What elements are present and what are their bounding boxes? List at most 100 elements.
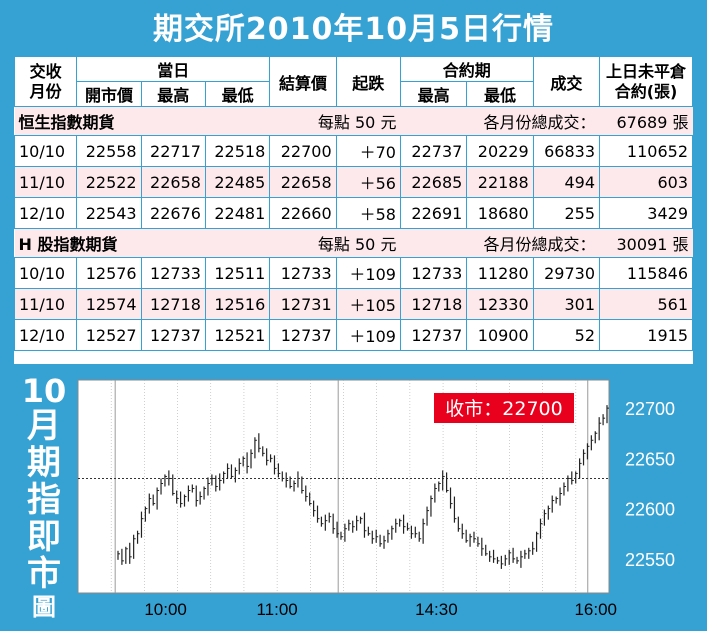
table-cell: 22485 xyxy=(204,166,271,198)
col-high-header: 最高 xyxy=(140,81,206,107)
intraday-chart-panel: 10 月 期 指 即 市 圖 22700 22650 22600 22550 10:00… xyxy=(14,372,693,621)
table-cell: 301 xyxy=(532,288,601,320)
table-cell: 12574 xyxy=(76,288,142,320)
table-cell: 12718 xyxy=(140,288,206,320)
col-oi-header: 上日未平倉 合約(張) xyxy=(599,56,693,107)
section-per-point: 每點 50 元 xyxy=(205,106,401,136)
table-cell: ＋56 xyxy=(335,166,401,198)
section-total: 30091 張 xyxy=(599,228,693,258)
col-settle-header: 結算價 xyxy=(269,56,337,107)
col-day-header: 當日 xyxy=(76,56,271,82)
table-cell: 12516 xyxy=(204,288,271,320)
chart-title-char: 月 xyxy=(27,406,61,446)
y-tick-label: 22600 xyxy=(625,500,675,520)
table-row: 11/10 12574 12718 12516 12731 ＋105 12718 12330 3… xyxy=(13,288,693,320)
close-label-box xyxy=(434,393,574,423)
table-cell: 12576 xyxy=(76,257,142,289)
quotes-table-wrap: 交收 月份 當日 結算價 起跌 合約期 成交 上日未平倉 合約(張) 開市價 最高 … xyxy=(13,56,693,364)
col-contract-header: 合約期 xyxy=(399,56,534,82)
table-cell: 22543 xyxy=(76,197,142,229)
table-cell: ＋109 xyxy=(335,257,401,289)
section-name: H 股指數期貨 xyxy=(14,228,206,258)
y-tick-label: 22700 xyxy=(625,399,675,419)
x-tick-label: 16:00 xyxy=(574,600,617,619)
col-volume-header: 成交 xyxy=(532,56,601,107)
table-cell: 12527 xyxy=(76,319,142,351)
table-cell: 12733 xyxy=(140,257,206,289)
col-open-header: 開市價 xyxy=(76,81,142,107)
table-cell: 3429 xyxy=(599,197,693,229)
table-cell: 12731 xyxy=(269,288,337,320)
chart-title-char: 10 xyxy=(21,372,67,410)
table-cell: 494 xyxy=(532,166,601,198)
table-cell: 22717 xyxy=(140,135,206,167)
table-section-header: H 股指數期貨 每點 50 元各月份總成交： 30091 張 xyxy=(14,228,693,258)
table-cell: 11/10 xyxy=(13,288,78,320)
col-chigh-header: 最高 xyxy=(399,81,468,107)
table-cell: 22737 xyxy=(399,135,468,167)
y-tick-label: 22550 xyxy=(625,550,675,570)
table-body: 恒生指數期貨 每點 50 元各月份總成交： 67689 張 10/10 22558 227… xyxy=(13,106,693,351)
table-cell: ＋58 xyxy=(335,197,401,229)
table-cell: 12733 xyxy=(269,257,337,289)
table-cell: 12737 xyxy=(399,319,468,351)
chart-title-char: 市 xyxy=(27,554,61,594)
close-label-text: 收市：22700 xyxy=(445,398,562,420)
table-cell: 12737 xyxy=(140,319,206,351)
table-cell: 11280 xyxy=(466,257,534,289)
table-cell: 22518 xyxy=(204,135,271,167)
table-cell: 115846 xyxy=(599,257,693,289)
table-row: 12/10 22543 22676 22481 22660 ＋58 22691 18680 25… xyxy=(13,197,693,229)
table-cell: 22691 xyxy=(399,197,468,229)
table-cell: 22660 xyxy=(269,197,337,229)
section-total-label: 各月份總成交： xyxy=(400,106,600,136)
table-cell: 22700 xyxy=(269,135,337,167)
table-cell: 12737 xyxy=(269,319,337,351)
table-cell: 29730 xyxy=(532,257,601,289)
table-cell: 12/10 xyxy=(13,319,78,351)
intraday-chart: 22700 22650 22600 22550 10:00 11:00 14:30 16:00… xyxy=(77,379,675,619)
table-cell: ＋70 xyxy=(335,135,401,167)
table-row: 11/10 22522 22658 22485 22658 ＋56 22685 22188 49… xyxy=(13,166,693,198)
section-total: 67689 張 xyxy=(599,106,693,136)
table-cell: 12511 xyxy=(204,257,271,289)
table-cell: 1915 xyxy=(599,319,693,351)
x-tick-label: 10:00 xyxy=(144,600,187,619)
table-cell: 10900 xyxy=(466,319,534,351)
table-cell: 603 xyxy=(599,166,693,198)
quotes-table: 交收 月份 當日 結算價 起跌 合約期 成交 上日未平倉 合約(張) 開市價 最高 … xyxy=(13,56,693,351)
table-cell: 22558 xyxy=(76,135,142,167)
y-tick-label: 22650 xyxy=(625,449,675,469)
page-title: 期交所2010年10月5日行情 xyxy=(152,12,555,47)
table-cell: 22685 xyxy=(399,166,468,198)
section-per-point: 每點 50 元 xyxy=(205,228,401,258)
table-cell: 561 xyxy=(599,288,693,320)
table-cell: 22658 xyxy=(269,166,337,198)
table-cell: 22481 xyxy=(204,197,271,229)
table-cell: 20229 xyxy=(466,135,534,167)
table-row: 10/10 22558 22717 22518 22700 ＋70 22737 20229 66… xyxy=(13,135,693,167)
table-row: 10/10 12576 12733 12511 12733 ＋109 12733 11280 2… xyxy=(13,257,693,289)
table-cell: 66833 xyxy=(532,135,601,167)
x-tick-label: 14:30 xyxy=(415,600,458,619)
table-cell: 22676 xyxy=(140,197,206,229)
table-cell: 12330 xyxy=(466,288,534,320)
chart-title-char: 期 xyxy=(27,443,61,483)
table-cell: 10/10 xyxy=(13,135,78,167)
col-month-header: 交收 月份 xyxy=(13,56,78,107)
table-row: 12/10 12527 12737 12521 12737 ＋109 12737 10900 5… xyxy=(13,319,693,351)
table-cell: 110652 xyxy=(599,135,693,167)
table-cell: 255 xyxy=(532,197,601,229)
table-cell: 11/10 xyxy=(13,166,78,198)
table-cell: 22522 xyxy=(76,166,142,198)
col-clow-header: 最低 xyxy=(466,81,534,107)
table-cell: ＋105 xyxy=(335,288,401,320)
table-cell: 22188 xyxy=(466,166,534,198)
chart-vertical-title: 10 月 期 指 即 市 圖 xyxy=(14,374,74,621)
x-tick-label: 11:00 xyxy=(256,600,297,619)
section-name: 恒生指數期貨 xyxy=(14,106,206,136)
table-cell: 52 xyxy=(532,319,601,351)
table-cell: 22658 xyxy=(140,166,206,198)
table-cell: 10/10 xyxy=(13,257,78,289)
col-change-header: 起跌 xyxy=(335,56,401,107)
